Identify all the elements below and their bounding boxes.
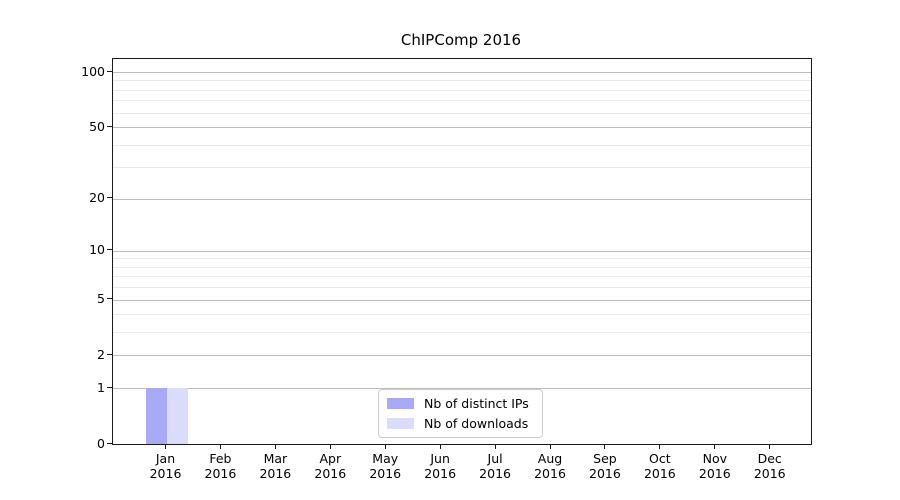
gridline-minor: [113, 89, 811, 91]
legend: Nb of distinct IPs Nb of downloads: [378, 389, 543, 438]
x-tick-year: 2016: [314, 466, 347, 481]
gridline-minor: [113, 80, 811, 82]
y-tick-mark: [107, 298, 112, 300]
y-tick-mark: [107, 125, 112, 127]
legend-item-distinct-ips: Nb of distinct IPs: [387, 396, 534, 411]
x-tick-month: Aug: [537, 451, 563, 466]
y-tick-label: 10: [89, 242, 105, 258]
x-tick-mark: [714, 444, 716, 449]
gridline-major: [113, 299, 811, 301]
gridline-major: [113, 127, 811, 129]
y-tick-mark: [107, 70, 112, 72]
legend-swatch-downloads: [387, 417, 414, 429]
gridline-major: [113, 355, 811, 357]
y-tick-label: 100: [81, 63, 105, 79]
x-tick-mark: [165, 444, 166, 449]
gridline-minor: [113, 314, 811, 316]
x-tick-mark: [329, 444, 331, 449]
legend-item-downloads: Nb of downloads: [387, 416, 534, 431]
x-tick-month: May: [372, 451, 399, 466]
x-tick-year: 2016: [698, 466, 731, 481]
x-tick-mark: [604, 444, 606, 449]
y-tick-label: 5: [97, 291, 105, 307]
x-tick-mark: [769, 444, 771, 449]
x-tick-month: Mar: [263, 451, 288, 466]
gridline-major: [113, 72, 811, 73]
x-tick-year: 2016: [534, 466, 566, 481]
x-tick-label: Apr 2016: [295, 451, 365, 481]
x-tick-year: 2016: [204, 466, 237, 481]
y-tick-label: 1: [97, 379, 105, 395]
x-tick-label: Jul 2016: [460, 451, 530, 481]
y-tick-mark: [107, 442, 112, 444]
x-tick-year: 2016: [479, 466, 511, 481]
x-tick-mark: [659, 444, 661, 449]
x-tick-mark: [439, 444, 441, 449]
gridline-minor: [113, 167, 811, 169]
x-tick-label: May 2016: [350, 451, 420, 481]
x-tick-year: 2016: [753, 466, 786, 481]
x-tick-month: Jul: [487, 451, 503, 466]
y-tick-mark: [107, 386, 112, 388]
x-tick-month: Sep: [593, 451, 617, 466]
x-tick-mark: [494, 444, 496, 449]
bar-downloads-jan: [166, 388, 188, 444]
gridline-minor: [113, 100, 811, 102]
y-tick-mark: [107, 197, 112, 199]
x-tick-mark: [549, 444, 551, 449]
x-tick-label: Jun 2016: [405, 451, 475, 481]
x-tick-year: 2016: [259, 466, 292, 481]
x-tick-year: 2016: [369, 466, 402, 481]
x-tick-mark: [274, 444, 276, 449]
x-tick-month: Feb: [209, 451, 232, 466]
x-tick-mark: [219, 444, 221, 449]
x-tick-year: 2016: [643, 466, 676, 481]
x-tick-label: Mar 2016: [240, 451, 310, 481]
x-tick-label: Oct 2016: [625, 451, 695, 481]
chart-title: ChIPComp 2016: [400, 31, 522, 49]
gridline-minor: [113, 266, 811, 268]
plot-area: [112, 58, 812, 445]
y-tick-label: 20: [89, 190, 105, 206]
x-tick-year: 2016: [149, 466, 182, 481]
gridline-minor: [113, 287, 811, 289]
x-tick-label: Nov 2016: [680, 451, 750, 481]
gridline-minor: [113, 332, 811, 334]
x-tick-label: Feb 2016: [185, 451, 255, 481]
x-tick-month: Jun: [430, 451, 450, 466]
x-tick-month: Apr: [319, 451, 342, 466]
gridline-major: [113, 250, 811, 252]
x-tick-label: Aug 2016: [515, 451, 585, 481]
bar-distinct-ips-jan: [145, 388, 167, 444]
gridline-minor: [113, 258, 811, 260]
x-tick-month: Oct: [649, 451, 671, 466]
y-tick-mark: [107, 249, 112, 251]
gridline-major: [113, 388, 811, 390]
legend-label-downloads: Nb of downloads: [424, 415, 529, 431]
x-tick-label: Sep 2016: [570, 451, 640, 481]
x-tick-year: 2016: [424, 466, 457, 481]
gridline-major: [113, 198, 811, 200]
legend-label-distinct-ips: Nb of distinct IPs: [424, 396, 529, 412]
x-tick-month: Jan: [155, 451, 176, 466]
x-tick-label: Dec 2016: [735, 451, 805, 481]
y-tick-mark: [107, 353, 112, 355]
x-tick-label: Jan 2016: [131, 451, 201, 481]
y-tick-label: 0: [97, 435, 105, 451]
legend-swatch-distinct-ips: [387, 398, 414, 410]
y-tick-label: 50: [89, 118, 105, 134]
x-tick-month: Nov: [702, 451, 727, 466]
gridline-minor: [113, 276, 811, 278]
x-tick-month: Dec: [757, 451, 782, 466]
x-tick-mark: [384, 444, 386, 449]
gridline-minor: [113, 144, 811, 146]
y-tick-label: 2: [97, 346, 105, 362]
gridline-minor: [113, 112, 811, 114]
x-tick-year: 2016: [589, 466, 621, 481]
